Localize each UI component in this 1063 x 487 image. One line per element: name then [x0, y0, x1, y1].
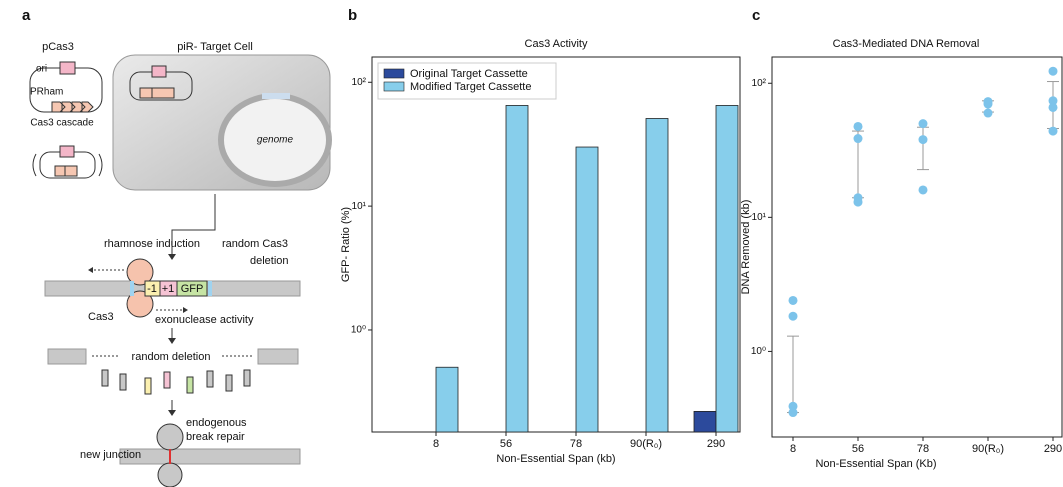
point — [918, 119, 928, 129]
chart-title: Cas3 Activity — [525, 38, 588, 50]
point — [918, 185, 928, 195]
ori-box — [59, 61, 76, 75]
point — [788, 295, 798, 305]
repair-label-1: endogenous — [186, 417, 247, 429]
gfp-box — [176, 280, 208, 297]
minus1-label: -1 — [147, 283, 157, 295]
x-tick-label: 8 — [433, 438, 439, 450]
cascade-genes — [51, 101, 94, 113]
repaired-dna — [119, 448, 301, 465]
random-deletion-label: random deletion — [132, 351, 211, 363]
y-tick-label: 10² — [352, 77, 367, 88]
x-tick-label: 78 — [570, 438, 582, 450]
cell-ori — [151, 65, 167, 78]
bar — [715, 105, 739, 433]
genome-label: genome — [257, 135, 294, 146]
bar — [575, 146, 599, 433]
axes-frame — [371, 56, 741, 433]
flow-arrow — [171, 194, 216, 258]
repair-label-2: break repair — [186, 431, 245, 443]
y-tick-label: 10⁰ — [351, 325, 366, 336]
ori-box-2 — [59, 145, 75, 158]
cas3-label: Cas3 — [88, 311, 114, 323]
site-right — [208, 281, 212, 296]
junction-label: new junction — [80, 449, 141, 461]
deletion-label-1: random Cas3 — [222, 238, 288, 250]
gfp-label: GFP — [181, 283, 204, 295]
panel-label: b — [348, 7, 357, 24]
dna-piece-right — [257, 348, 299, 365]
x-axis-label: Non-Essential Span (kb) — [496, 453, 615, 465]
bar — [645, 118, 669, 433]
deletion-label-2: deletion — [250, 255, 289, 267]
legend-swatch — [383, 68, 405, 79]
legend-label: Modified Target Cassette — [410, 81, 531, 93]
point — [983, 99, 993, 109]
x-tick-label: 290 — [1044, 443, 1062, 455]
x-tick-label: 78 — [917, 443, 929, 455]
point — [983, 108, 993, 118]
y-tick-label: 10¹ — [752, 212, 767, 223]
point — [853, 134, 863, 144]
induction-label: rhamnose induction — [104, 238, 200, 250]
dna-piece-left — [47, 348, 87, 365]
diagram: a pCas3 piR- Target Cell ori PRham Cas3 … — [22, 7, 332, 487]
arrow-head — [168, 254, 176, 260]
point — [1048, 66, 1058, 76]
cell-cassette — [139, 87, 175, 99]
ori-label: ori — [36, 64, 47, 75]
legend-swatch — [383, 81, 405, 92]
point — [918, 135, 928, 145]
cas3-top — [126, 258, 154, 286]
x-tick-label: 56 — [852, 443, 864, 455]
repair-protein-bottom — [157, 462, 183, 487]
y-axis-label: DNA Removed (kb) — [740, 200, 752, 295]
x-tick-label: 90(R₀) — [630, 438, 662, 450]
y-tick-label: 10² — [752, 78, 767, 89]
point — [788, 311, 798, 321]
panel-label: c — [752, 7, 760, 24]
exonuclease-label: exonuclease activity — [155, 314, 254, 326]
site-left — [130, 281, 134, 296]
cascade-label: Cas3 cascade — [30, 118, 94, 129]
fragments — [101, 369, 251, 395]
point — [1048, 102, 1058, 112]
x-tick-label: 8 — [790, 443, 796, 455]
axes-frame — [771, 56, 1063, 438]
y-axis-label: GFP- Ratio (%) — [340, 207, 352, 282]
point — [1048, 126, 1058, 136]
y-tick-label: 10¹ — [352, 201, 367, 212]
panel-label: a — [22, 7, 31, 24]
cell-title: piR- Target Cell — [177, 41, 253, 53]
repair-protein-top — [156, 423, 184, 451]
genome-cassette — [262, 93, 290, 99]
bar — [435, 366, 459, 433]
arrow-head — [88, 267, 93, 273]
arrow-head — [168, 410, 176, 416]
y-tick-label: 10⁰ — [751, 346, 766, 357]
plasmid-title: pCas3 — [42, 41, 74, 53]
bar — [505, 105, 529, 433]
plus1-label: +1 — [162, 283, 175, 295]
point — [1048, 96, 1058, 106]
cassette-2 — [54, 165, 78, 177]
promoter-label: PRham — [30, 87, 63, 98]
x-axis-label: Non-Essential Span (Kb) — [815, 458, 936, 470]
arrow-head — [168, 338, 176, 344]
point — [853, 121, 863, 131]
x-tick-label: 56 — [500, 438, 512, 450]
point — [788, 408, 798, 418]
point — [788, 401, 798, 411]
x-tick-label: 90(R₀) — [972, 443, 1004, 455]
arrow-head — [183, 307, 188, 313]
cas3-bottom — [126, 290, 154, 318]
x-tick-label: 290 — [707, 438, 725, 450]
legend-label: Original Target Cassette — [410, 68, 528, 80]
point — [853, 197, 863, 207]
legend-box — [377, 62, 557, 100]
chart-title: Cas3-Mediated DNA Removal — [833, 38, 980, 50]
parentheses — [32, 153, 103, 177]
bar — [693, 411, 717, 433]
